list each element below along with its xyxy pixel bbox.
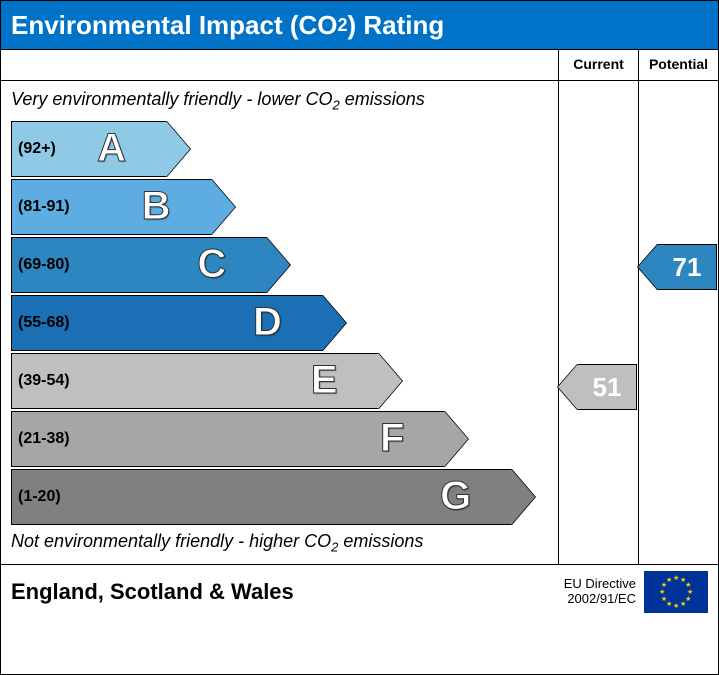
band-range: (92+) <box>12 140 56 158</box>
band-c: (69-80) C <box>11 237 267 293</box>
directive-line1: EU Directive <box>564 577 636 591</box>
band-range: (1-20) <box>12 488 61 506</box>
header-spacer <box>1 50 558 80</box>
band-f: (21-38) F <box>11 411 445 467</box>
band-range: (69-80) <box>12 256 70 274</box>
eu-flag-icon: ★★★★★★★★★★★★ <box>644 571 708 613</box>
footer-directive: EU Directive 2002/91/EC <box>564 577 644 606</box>
caption-top: Very environmentally friendly - lower CO… <box>1 85 558 119</box>
band-letter: F <box>380 416 404 461</box>
band-range: (21-38) <box>12 430 70 448</box>
band-letter: B <box>142 184 171 229</box>
caption-bottom: Not environmentally friendly - higher CO… <box>1 527 558 561</box>
band-b: (81-91) B <box>11 179 212 235</box>
band-letter: G <box>440 474 471 519</box>
header-current: Current <box>558 50 638 80</box>
chart-main: Very environmentally friendly - lower CO… <box>1 81 558 564</box>
band-range: (39-54) <box>12 372 70 390</box>
header-potential: Potential <box>638 50 718 80</box>
band-letter: A <box>97 126 126 171</box>
band-a: (92+) A <box>11 121 167 177</box>
chart-body: Very environmentally friendly - lower CO… <box>1 81 718 564</box>
band-range: (81-91) <box>12 198 70 216</box>
band-letter: C <box>197 242 226 287</box>
band-d: (55-68) D <box>11 295 323 351</box>
band-range: (55-68) <box>12 314 70 332</box>
band-letter: D <box>253 300 282 345</box>
column-current: 51 <box>558 81 638 564</box>
bands-area: (92+) A (81-91) B (69-80) C (55-68) D (39-54) E (2… <box>1 121 558 525</box>
chart-title: Environmental Impact (CO2) Rating <box>1 1 718 49</box>
pointer-current: 51 <box>577 364 637 410</box>
header-row: Current Potential <box>1 49 718 81</box>
pointer-potential: 71 <box>657 244 717 290</box>
directive-line2: 2002/91/EC <box>564 592 636 606</box>
band-e: (39-54) E <box>11 353 379 409</box>
epc-chart-container: Environmental Impact (CO2) Rating Curren… <box>0 0 719 675</box>
footer-region: England, Scotland & Wales <box>11 579 564 605</box>
band-g: (1-20) G <box>11 469 512 525</box>
footer: England, Scotland & Wales EU Directive 2… <box>1 564 718 618</box>
band-letter: E <box>311 358 338 403</box>
column-potential: 71 <box>638 81 718 564</box>
